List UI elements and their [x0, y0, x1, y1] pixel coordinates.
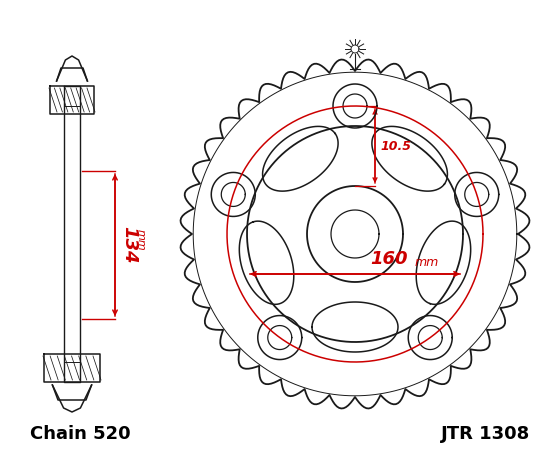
Text: JTR 1308: JTR 1308	[441, 425, 530, 443]
Text: 134: 134	[120, 226, 138, 264]
Text: Chain 520: Chain 520	[30, 425, 130, 443]
Text: mm: mm	[415, 256, 439, 269]
Text: 160: 160	[370, 250, 408, 268]
Text: 10.5: 10.5	[380, 139, 411, 153]
Text: mm: mm	[136, 229, 146, 251]
